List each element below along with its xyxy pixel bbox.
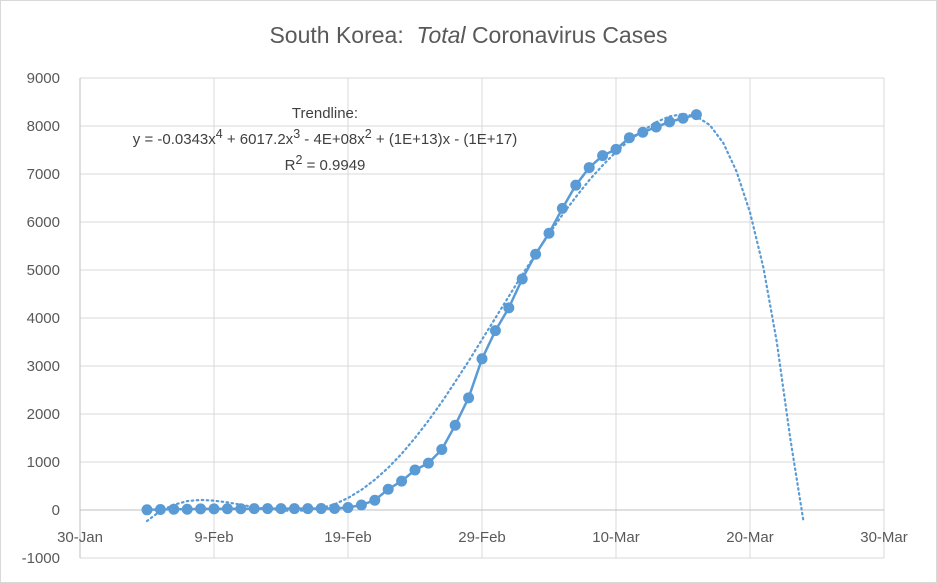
data-point — [382, 483, 394, 495]
x-tick-label: 20-Mar — [726, 529, 774, 546]
y-tick-label: 1000 — [27, 454, 60, 471]
data-point — [154, 503, 166, 515]
x-tick-label: 30-Mar — [860, 529, 908, 546]
data-point — [342, 502, 354, 514]
data-point — [409, 464, 421, 476]
title-part1: South Korea: — [269, 22, 404, 48]
y-tick-label: 4000 — [27, 310, 60, 327]
y-tick-label: 0 — [52, 502, 60, 519]
eq-part-a: y = -0.0343x — [132, 131, 216, 148]
r2-part-a: R — [284, 157, 296, 174]
data-point — [583, 162, 595, 174]
data-point — [302, 503, 314, 515]
data-point — [623, 132, 635, 144]
data-point — [503, 302, 515, 314]
data-point — [436, 443, 448, 455]
y-tick-label: 9000 — [27, 70, 60, 87]
data-point — [168, 503, 180, 515]
data-point — [396, 475, 408, 487]
y-tick-label: 3000 — [27, 358, 60, 375]
x-tick-label: 9-Feb — [194, 529, 233, 546]
chart-title: South Korea: Total Coronavirus Cases — [0, 22, 937, 49]
data-point — [275, 503, 287, 515]
y-tick-label: 8000 — [27, 118, 60, 135]
data-point — [516, 273, 528, 285]
data-point — [181, 503, 193, 515]
data-point — [476, 353, 488, 365]
trendline — [145, 112, 805, 524]
data-point — [195, 503, 207, 515]
data-point — [570, 179, 582, 191]
eq-sup-c: 2 — [364, 127, 372, 141]
y-tick-label: 7000 — [27, 166, 60, 183]
data-point — [664, 116, 676, 128]
title-italic: Total — [416, 22, 466, 48]
r2-sup: 2 — [295, 153, 303, 167]
y-tick-label: 2000 — [27, 406, 60, 423]
eq-sup-a: 4 — [215, 127, 223, 141]
data-point — [489, 325, 501, 337]
data-point — [369, 494, 381, 506]
eq-part-c: - 4E+08x — [300, 131, 365, 148]
data-point — [235, 503, 247, 515]
data-point — [355, 499, 367, 511]
r-squared: R2 = 0.9949 — [110, 150, 540, 176]
data-point — [141, 504, 153, 516]
r2-part-b: = 0.9949 — [302, 157, 366, 174]
data-point — [221, 503, 233, 515]
y-tick-label: -1000 — [22, 550, 60, 567]
data-point — [422, 457, 434, 469]
data-point — [463, 392, 475, 404]
eq-part-b: + 6017.2x — [222, 131, 294, 148]
data-point — [288, 503, 300, 515]
eq-part-d: + (1E+13)x - (1E+17) — [371, 131, 518, 148]
y-tick-label: 5000 — [27, 262, 60, 279]
trendline-label: Trendline: — [291, 105, 359, 122]
y-tick-label: 6000 — [27, 214, 60, 231]
x-tick-label: 30-Jan — [57, 529, 103, 546]
eq-sup-b: 3 — [293, 127, 301, 141]
data-point — [248, 503, 260, 515]
x-tick-label: 19-Feb — [324, 529, 372, 546]
data-point — [208, 503, 220, 515]
data-point — [610, 143, 622, 155]
x-tick-label: 29-Feb — [458, 529, 506, 546]
trendline-equation: y = -0.0343x4 + 6017.2x3 - 4E+08x2 + (1E… — [110, 124, 540, 150]
x-tick-label: 10-Mar — [592, 529, 640, 546]
data-point — [597, 150, 609, 162]
data-point — [449, 419, 461, 431]
title-part2: Coronavirus Cases — [471, 22, 668, 48]
trendline-annotation: Trendline: y = -0.0343x4 + 6017.2x3 - 4E… — [110, 103, 540, 176]
